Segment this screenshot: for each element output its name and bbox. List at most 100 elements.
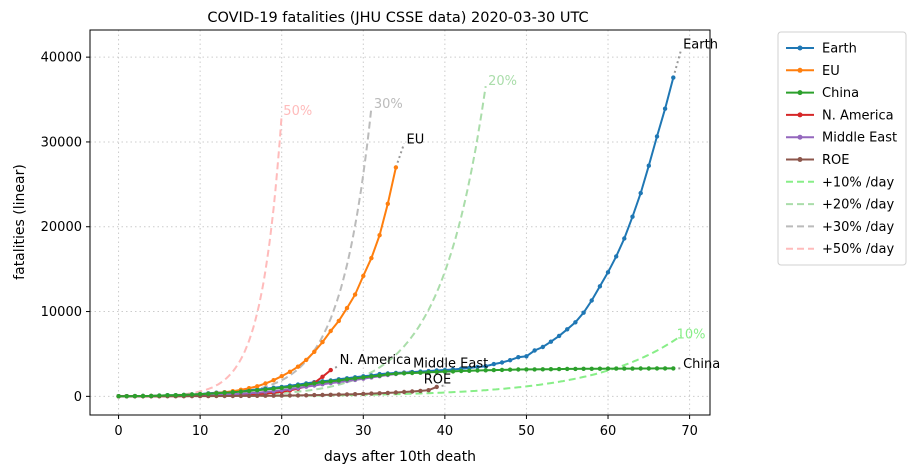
data-point [312,392,317,398]
data-point [352,392,358,397]
data-point [671,366,676,371]
data-point [605,366,611,371]
extension-line [672,48,683,78]
data-point [312,381,317,386]
legend-label: Earth [822,42,857,57]
data-point [222,393,227,399]
data-point [271,378,276,383]
data-point [573,366,578,372]
data-point [295,383,301,388]
data-point [124,394,129,399]
annotation: 20% [488,74,517,89]
data-point [459,368,464,374]
plot-area [116,48,683,399]
data-point [304,382,309,387]
grid [90,30,710,415]
data-point [222,390,227,395]
data-point [287,369,293,374]
data-point [279,374,284,379]
data-point [410,370,415,376]
legend-label: N. America [822,108,894,123]
data-point [263,381,268,386]
data-point [646,163,651,168]
data-point [393,390,399,395]
data-point [369,255,374,261]
data-point [263,393,268,398]
legend-label: China [822,86,859,101]
data-point [320,374,325,379]
series-china [116,366,676,399]
data-point [638,190,643,196]
data-point [548,339,554,344]
data-point [369,374,374,379]
x-tick-label: 20 [273,424,290,439]
data-point [377,233,382,238]
data-point [295,393,301,398]
data-point [401,371,407,376]
data-point [352,292,358,297]
annotation: Earth [683,38,718,53]
data-point [246,393,252,399]
x-tick-label: 70 [681,424,698,439]
data-point [475,368,480,373]
axes-frame [89,29,711,416]
data-point [116,394,121,399]
data-point [271,393,276,398]
data-point [181,392,186,398]
data-point [336,392,341,397]
data-point [638,366,643,371]
data-point [214,391,219,396]
data-point [197,391,203,397]
legend-marker [797,67,803,73]
data-point [157,393,162,398]
data-point [385,390,390,396]
data-point [491,367,496,373]
legend-marker [797,90,803,96]
data-point [132,393,138,399]
data-point [320,339,325,345]
data-point [614,366,619,371]
annotation: China [683,357,720,372]
data-point [320,380,325,385]
data-point [344,377,350,382]
data-point [662,366,668,371]
x-tick-label: 0 [114,424,122,439]
data-point [491,361,496,367]
chart-title: COVID-19 fatalities (JHU CSSE data) 2020… [207,10,588,26]
annotation: ROE [424,373,451,388]
data-point [312,349,317,354]
data-point [589,298,594,303]
data-point [524,367,529,372]
data-point [556,333,562,339]
data-point [369,391,374,396]
data-point [483,364,488,369]
data-point [206,391,211,396]
data-point [646,366,651,371]
data-point [622,236,627,241]
legend-label: +10% /day [822,175,895,190]
x-tick-label: 50 [518,424,535,439]
data-point [377,391,382,396]
data-point [499,367,505,373]
y-tick-label: 10000 [41,305,82,320]
annotation: N. America [340,353,412,368]
data-point [418,388,423,394]
data-point [385,372,390,377]
data-point [361,273,366,279]
data-point [344,392,350,397]
legend-label: EU [822,64,840,79]
y-tick-label: 20000 [41,220,82,235]
data-point [507,358,513,363]
data-point [401,389,407,395]
data-point [352,376,358,381]
legend-label: +50% /day [822,242,895,257]
data-point [565,366,570,372]
data-point [246,388,252,394]
data-point [271,386,276,391]
data-point [442,369,448,374]
data-point [230,393,235,399]
data-point [630,214,635,219]
legend-marker [797,157,803,162]
y-tick-label: 30000 [41,135,82,150]
data-point [532,348,537,353]
